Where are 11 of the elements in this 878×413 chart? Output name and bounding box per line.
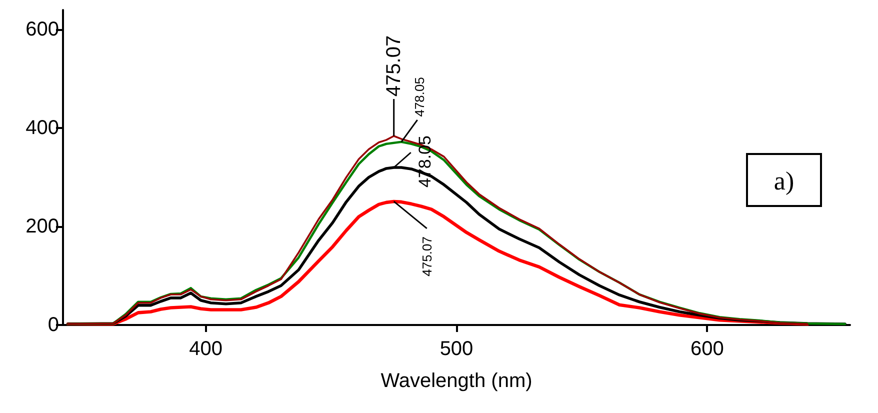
annotation: 475.07 <box>382 35 405 97</box>
x-axis-title: Wavelength (nm) <box>380 370 532 392</box>
y-tick-label: 200 <box>26 216 59 238</box>
annotation: a) <box>774 166 794 196</box>
x-tick-label: 400 <box>189 338 223 360</box>
annotation: 478.05 <box>412 77 427 117</box>
x-tick-label: 600 <box>690 338 724 360</box>
x-tick-label: 500 <box>440 338 474 360</box>
annotation: 475.07 <box>419 236 434 276</box>
y-tick-label: 600 <box>26 18 59 41</box>
y-tick-label: 400 <box>26 117 59 140</box>
